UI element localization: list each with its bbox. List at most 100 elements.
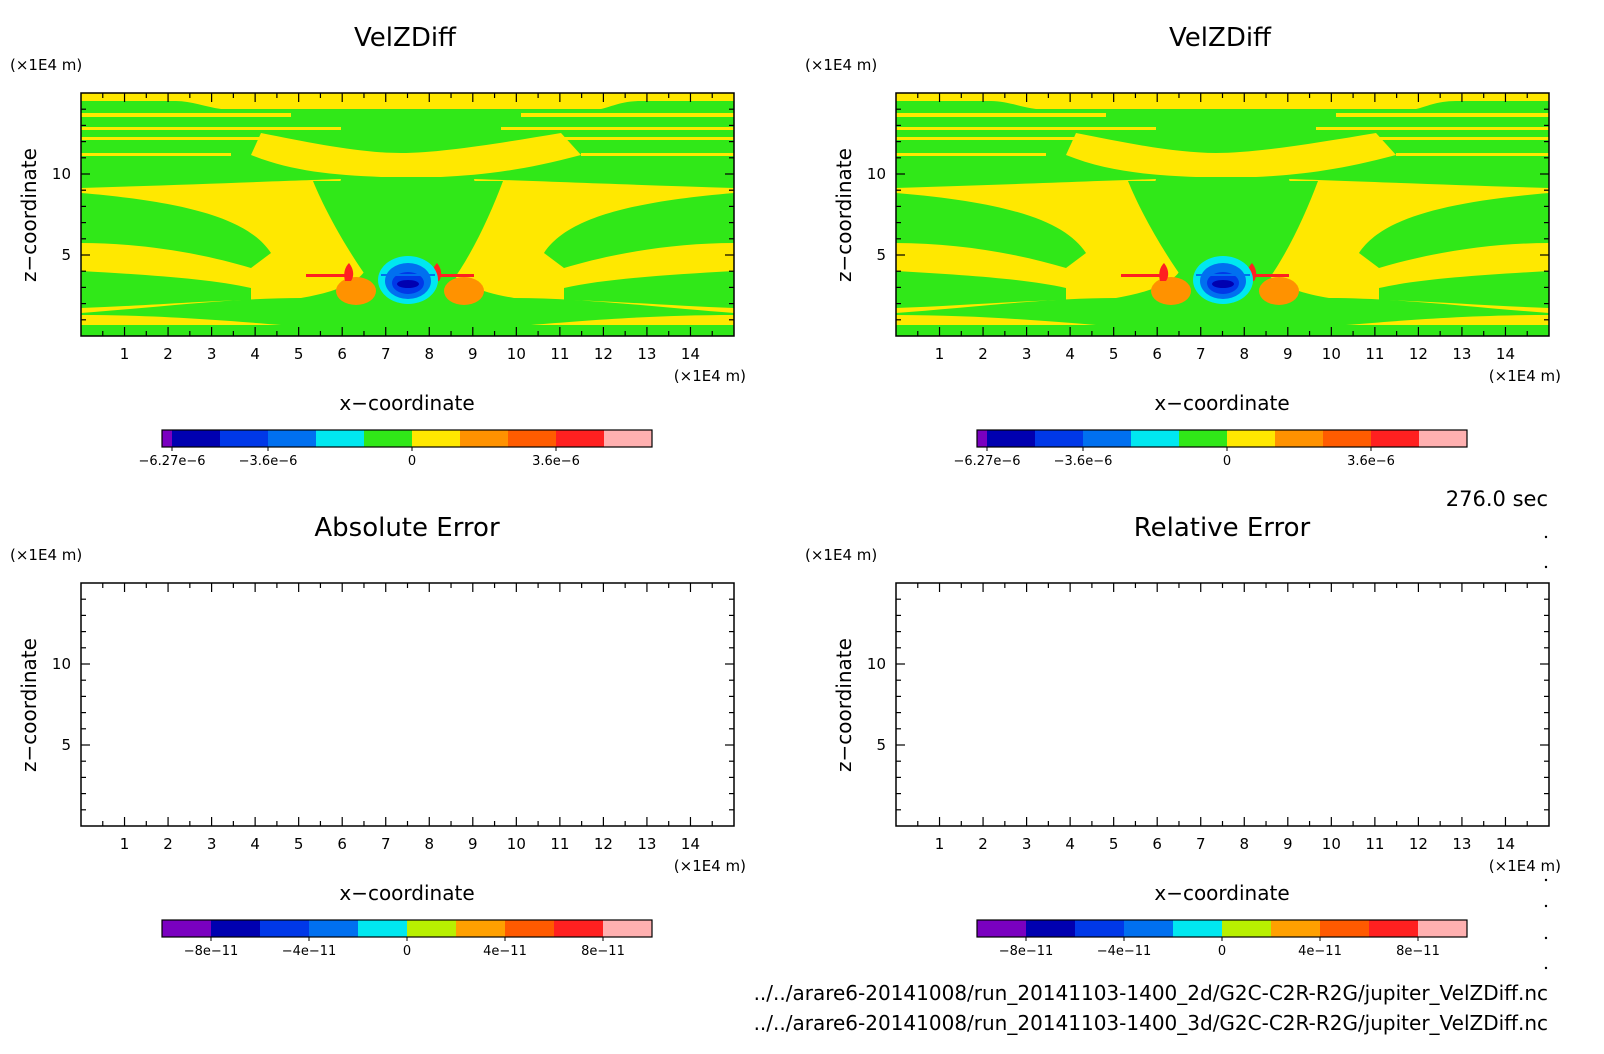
x-tick-label: 14: [1496, 835, 1515, 853]
colorbar-segment: [172, 430, 220, 447]
colorbar-segment: [268, 430, 316, 447]
colorbar-segment: [364, 430, 412, 447]
y-axis-label: z−coordinate: [832, 638, 856, 772]
colorbar-tick-label: 0: [1223, 454, 1231, 469]
colorbar-tick-label: 3.6e−6: [1347, 454, 1395, 469]
y-axis-label: z−coordinate: [17, 638, 41, 772]
x-tick-label: 9: [1283, 345, 1293, 363]
y-tick-label: 5: [61, 246, 71, 264]
x-tick-label: 3: [1022, 345, 1032, 363]
colorbar-segment: [407, 920, 456, 937]
y-unit-label: (×1E4 m): [805, 56, 877, 74]
colorbar-segment: [162, 920, 211, 937]
colorbar-segment: [1227, 430, 1275, 447]
colorbar-segment: [220, 430, 268, 447]
x-tick-label: 14: [1496, 345, 1515, 363]
panel-relative-error: Relative Error (×1E4 m) 1 2 3 4 5 6 7 8 9 10 11 12 1…: [805, 513, 1561, 959]
x-tick-label: 13: [1452, 345, 1471, 363]
colorbar-segment: [316, 430, 364, 447]
x-tick-label: 5: [1109, 345, 1119, 363]
x-tick-label: 3: [207, 345, 217, 363]
colorbar-segment: [977, 920, 1026, 937]
colorbar-segment: [1075, 920, 1124, 937]
colorbar-segment: [987, 430, 1035, 447]
stray-dot: [1544, 535, 1548, 539]
y-tick-label: 5: [876, 246, 886, 264]
x-tick-label: 6: [337, 345, 347, 363]
colorbar-tick-label: −4e−11: [1097, 944, 1152, 959]
x-tick-label: 1: [935, 835, 945, 853]
colorbar-tick-label: −6.27e−6: [954, 454, 1021, 469]
y-tick-label: 10: [52, 165, 71, 183]
colorbar-segment: [603, 920, 652, 937]
x-unit-label: (×1E4 m): [1489, 857, 1561, 875]
x-tick-label: 7: [1196, 835, 1206, 853]
colorbar-tick-label: 0: [1218, 944, 1226, 959]
colorbar-segment: [556, 430, 604, 447]
x-tick-label: 2: [978, 835, 988, 853]
y-axis-label: z−coordinate: [832, 148, 856, 282]
colorbar-segment: [1323, 430, 1371, 447]
colorbar-segment: [412, 430, 460, 447]
stray-dot: [1544, 966, 1548, 970]
x-tick-label: 12: [594, 345, 613, 363]
panel-title: VelZDiff: [354, 23, 457, 53]
colorbar-segment: [1371, 430, 1419, 447]
x-tick-label: 10: [1322, 345, 1341, 363]
x-tick-label: 12: [594, 835, 613, 853]
colorbar-tick-label: −6.27e−6: [139, 454, 206, 469]
panel-velzdiff-right: VelZDiff (×1E4 m) 1 2 3 4 5 6 7 8 9 10 11 12 13 14510…: [805, 23, 1561, 469]
stray-dot: [1544, 565, 1548, 569]
panel-title: Absolute Error: [314, 513, 500, 543]
plot-frame: [80, 582, 735, 827]
colorbar-segment: [1275, 430, 1323, 447]
x-tick-label: 13: [1452, 835, 1471, 853]
colorbar-tick-label: 4e−11: [1298, 944, 1342, 959]
x-tick-label: 9: [1283, 835, 1293, 853]
colorbar-tick-label: −4e−11: [282, 944, 337, 959]
colorbar-segment: [1222, 920, 1271, 937]
x-axis-label: x−coordinate: [1154, 391, 1289, 415]
x-tick-label: 11: [1365, 835, 1384, 853]
colorbar-frame: [161, 429, 653, 448]
x-tick-label: 7: [381, 345, 391, 363]
colorbar-tick-label: 4e−11: [483, 944, 527, 959]
colorbar-segment: [456, 920, 505, 937]
colorbar-segment: [1418, 920, 1467, 937]
y-axis-label: z−coordinate: [17, 148, 41, 282]
x-tick-label: 3: [1022, 835, 1032, 853]
x-unit-label: (×1E4 m): [674, 857, 746, 875]
y-tick-label: 10: [867, 655, 886, 673]
colorbar-segment: [1173, 920, 1222, 937]
x-tick-label: 5: [1109, 835, 1119, 853]
colorbar-segment: [1419, 430, 1467, 447]
x-tick-label: 7: [381, 835, 391, 853]
colorbar-segment: [260, 920, 309, 937]
file-path-2d: ../../arare6-20141008/run_20141103-1400_…: [754, 981, 1548, 1005]
x-tick-label: 8: [424, 345, 434, 363]
y-tick-label: 10: [52, 655, 71, 673]
colorbar-tick-label: −8e−11: [184, 944, 239, 959]
x-tick-label: 9: [468, 835, 478, 853]
y-tick-label: 5: [876, 736, 886, 754]
colorbar-segment: [508, 430, 556, 447]
x-tick-label: 5: [294, 345, 304, 363]
colorbar-segment: [1083, 430, 1131, 447]
colorbar-tick-label: 0: [408, 454, 416, 469]
colorbar-frame: [976, 429, 1468, 448]
colorbar-segment: [211, 920, 260, 937]
x-tick-label: 1: [935, 345, 945, 363]
colorbar-segment: [1026, 920, 1075, 937]
colorbar-segment: [1271, 920, 1320, 937]
x-tick-label: 6: [1152, 835, 1162, 853]
x-axis-label: x−coordinate: [1154, 881, 1289, 905]
y-unit-label: (×1E4 m): [10, 56, 82, 74]
x-tick-label: 6: [337, 835, 347, 853]
colorbar-segment: [1369, 920, 1418, 937]
colorbar-segment: [358, 920, 407, 937]
stray-dot: [1544, 936, 1548, 940]
x-tick-label: 2: [978, 345, 988, 363]
colorbar-segment: [1179, 430, 1227, 447]
x-tick-label: 5: [294, 835, 304, 853]
colorbar-segment: [1131, 430, 1179, 447]
